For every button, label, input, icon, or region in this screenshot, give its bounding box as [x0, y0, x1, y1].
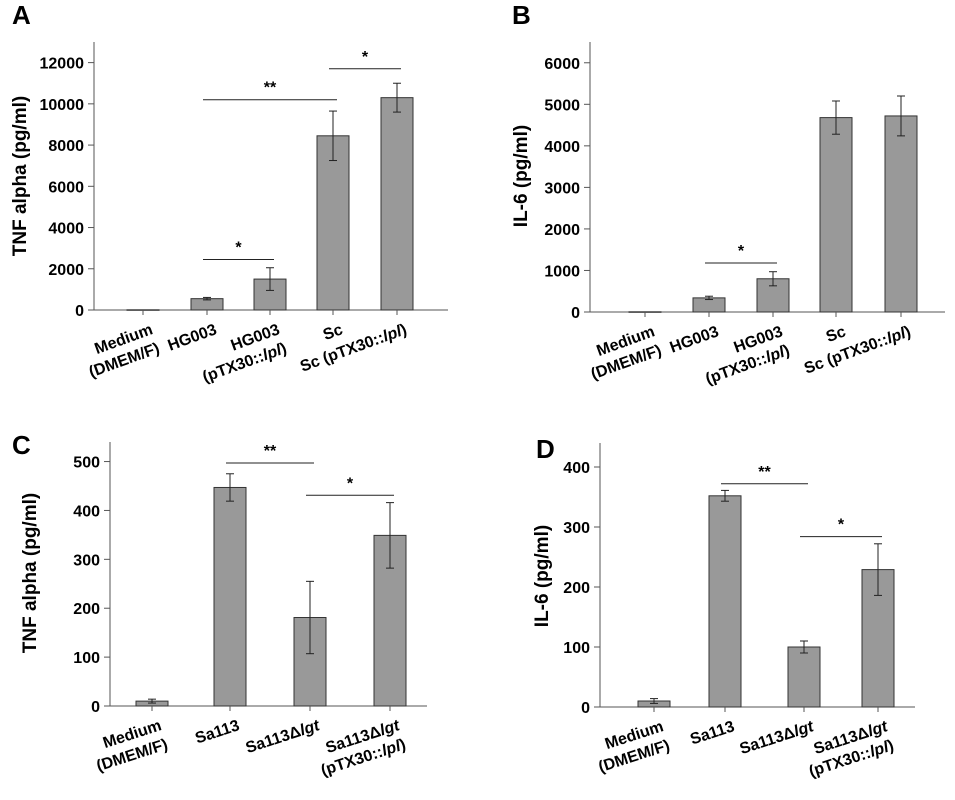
- significance-label: *: [362, 49, 369, 66]
- category-label: Medium(DMEM/F): [590, 718, 672, 776]
- category-label: HG003: [166, 321, 220, 354]
- category-label: HG003: [668, 323, 722, 356]
- y-tick-label: 4000: [544, 139, 580, 156]
- bar: [316, 135, 350, 311]
- bar: [819, 117, 853, 313]
- y-axis-title: TNF alpha (pg/ml): [20, 493, 41, 653]
- y-tick-label: 300: [73, 552, 100, 569]
- panel-letter: A: [12, 0, 31, 30]
- y-tick-label: 100: [563, 640, 590, 657]
- y-tick-label: 100: [73, 650, 100, 667]
- bar: [787, 646, 821, 708]
- significance-label: *: [738, 243, 745, 260]
- category-label: Sa113Δlgt(pTX30::lpl): [313, 717, 409, 780]
- error-bar: [386, 502, 394, 569]
- y-tick-label: 5000: [544, 97, 580, 114]
- y-tick-label: 300: [563, 520, 590, 537]
- y-tick-label: 1000: [544, 263, 580, 280]
- y-tick-label: 6000: [48, 179, 84, 196]
- error-bar: [393, 82, 401, 113]
- y-tick-label: 10000: [40, 97, 85, 114]
- category-label: Sc: [824, 323, 848, 346]
- error-bar: [329, 110, 337, 162]
- y-axis-title: TNF alpha (pg/ml): [10, 96, 31, 256]
- significance-label: **: [758, 464, 771, 481]
- y-tick-label: 12000: [40, 56, 85, 73]
- y-tick-label: 0: [75, 303, 84, 320]
- category-label: Sc (pTX30::lpl): [802, 323, 913, 377]
- error-bar: [266, 267, 274, 291]
- y-tick-label: 4000: [48, 221, 84, 238]
- y-axis-title: IL-6 (pg/ml): [511, 125, 532, 227]
- y-tick-label: 200: [563, 580, 590, 597]
- bar: [213, 486, 247, 707]
- category-label: Medium(DMEM/F): [88, 717, 170, 775]
- significance-label: *: [838, 517, 845, 534]
- y-tick-label: 2000: [544, 222, 580, 239]
- significance-label: *: [347, 475, 354, 492]
- category-label: Sa113: [193, 717, 242, 747]
- error-bar: [705, 295, 713, 301]
- panel-letter: C: [12, 430, 31, 460]
- category-label: Sa113Δlgt: [244, 717, 323, 757]
- error-bar: [769, 271, 777, 287]
- y-axis-title: IL-6 (pg/ml): [532, 525, 553, 627]
- y-tick-label: 0: [571, 305, 580, 322]
- category-label: Sa113Δlgt(pTX30::lpl): [801, 718, 897, 781]
- category-label: Sa113: [688, 718, 737, 748]
- chart-panel-c: C 0 100 200 300 400 500 TNF alpha (pg/ml) Medium…: [12, 430, 427, 780]
- error-bar: [897, 95, 905, 137]
- y-tick-label: 0: [91, 699, 100, 716]
- y-tick-label: 8000: [48, 138, 84, 155]
- category-label: Sc: [321, 321, 345, 344]
- category-label: Sa113Δlgt: [738, 718, 817, 758]
- y-tick-label: 200: [73, 601, 100, 618]
- error-bar: [226, 473, 234, 502]
- error-bar: [306, 580, 314, 655]
- y-tick-label: 2000: [48, 262, 84, 279]
- y-tick-label: 500: [73, 455, 100, 472]
- bar: [708, 495, 742, 708]
- panel-letter: B: [512, 0, 531, 30]
- error-bar: [650, 698, 658, 704]
- y-tick-label: 6000: [544, 56, 580, 73]
- category-label: Sc (pTX30::lpl): [298, 321, 409, 375]
- panel-letter: D: [536, 434, 555, 464]
- y-tick-label: 0: [581, 700, 590, 717]
- significance-label: *: [235, 239, 242, 256]
- chart-panel-d: D 0 100 200 300 400 IL-6 (pg/ml) Medium(DMEM/F)…: [532, 434, 915, 781]
- error-bar: [800, 640, 808, 654]
- bar: [884, 115, 918, 313]
- chart-panel-a: A 0 2000 4000 6000 8000 10000 12000 TNF alpha (p…: [10, 0, 448, 386]
- error-bar: [874, 543, 882, 596]
- category-label: Medium(DMEM/F): [80, 321, 162, 381]
- error-bar: [832, 100, 840, 135]
- y-tick-label: 400: [73, 503, 100, 520]
- chart-panel-b: B 0 1000 2000 3000 4000 5000 6000 IL-6 (pg/ml) Me…: [511, 0, 945, 388]
- error-bar: [721, 489, 729, 502]
- error-bar: [203, 296, 211, 301]
- significance-label: **: [264, 443, 277, 460]
- category-label: Medium(DMEM/F): [582, 323, 664, 383]
- significance-label: **: [264, 80, 277, 97]
- bar: [380, 97, 414, 311]
- y-tick-label: 400: [563, 460, 590, 477]
- y-tick-label: 3000: [544, 180, 580, 197]
- error-bar: [148, 698, 156, 704]
